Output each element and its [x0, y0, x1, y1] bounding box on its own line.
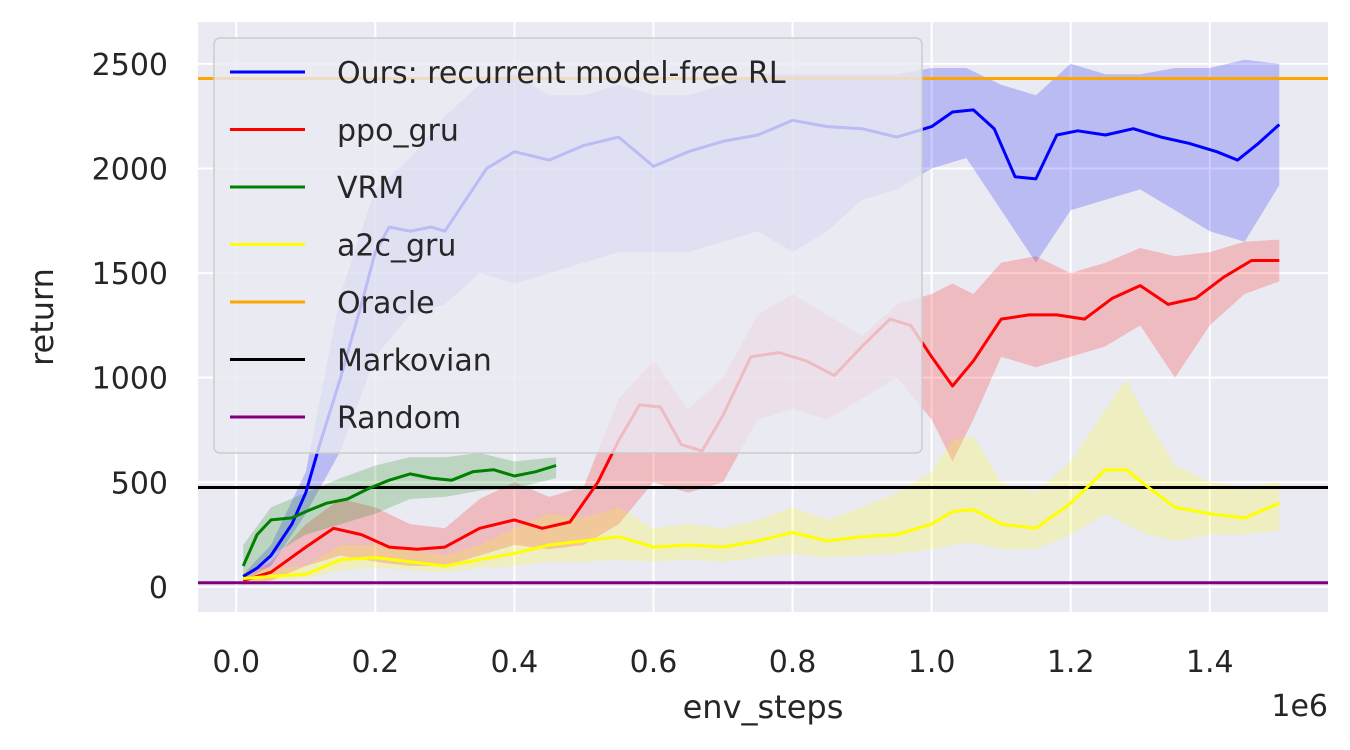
y-tick-label: 500	[111, 466, 168, 501]
series-line	[243, 468, 1280, 580]
legend-frame	[213, 37, 923, 454]
legend-label: ppo_gru	[337, 114, 459, 149]
legend: Ours: recurrent model-free RL ppo_gru VRM a…	[213, 37, 923, 454]
y-tick-label: 1500	[92, 257, 168, 292]
y-tick-label: 2500	[92, 48, 168, 83]
x-tick-label: 1.0	[908, 645, 956, 680]
x-tick-label: 1.2	[1047, 645, 1095, 680]
legend-label: Random	[337, 401, 461, 436]
y-axis-label: return	[23, 268, 61, 366]
y-tick-label: 2000	[92, 152, 168, 187]
y-axis-ticks: 0 500 1000 1500 2000 2500	[92, 48, 168, 606]
x-tick-label: 0.4	[491, 645, 539, 680]
x-tick-label: 0.6	[630, 645, 678, 680]
confidence-band	[243, 379, 1280, 583]
legend-label: Ours: recurrent model-free RL	[337, 56, 786, 91]
x-axis-label: env_steps	[683, 688, 844, 726]
x-tick-label: 0.8	[769, 645, 817, 680]
legend-label: VRM	[337, 171, 404, 206]
legend-label: a2c_gru	[337, 229, 456, 264]
series-line	[241, 464, 557, 567]
y-tick-label: 0	[149, 571, 168, 606]
legend-label: Markovian	[337, 344, 492, 379]
x-axis-ticks: 0.0 0.2 0.4 0.6 0.8 1.0 1.2 1.4	[212, 645, 1233, 680]
y-tick-label: 1000	[92, 362, 168, 397]
x-axis-scale-label: 1e6	[1271, 689, 1328, 724]
x-tick-label: 1.4	[1186, 645, 1234, 680]
legend-label: Oracle	[337, 286, 435, 321]
x-tick-label: 0.0	[212, 645, 260, 680]
confidence-band	[243, 453, 557, 577]
x-tick-label: 0.2	[351, 645, 399, 680]
